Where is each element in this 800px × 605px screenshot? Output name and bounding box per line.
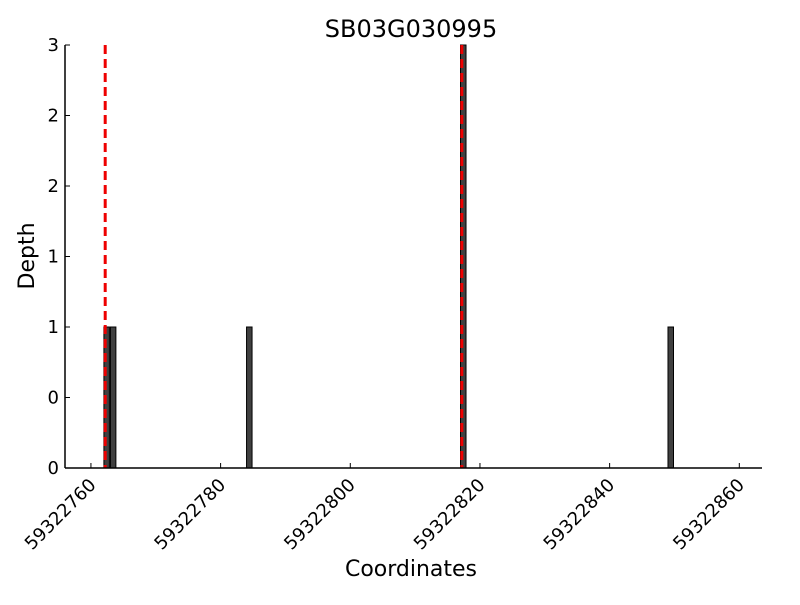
- y-tick-label-4: 2: [48, 176, 59, 197]
- x-tick-label-2: 59322800: [280, 475, 360, 555]
- bar-1: [109, 326, 117, 469]
- bar-2: [246, 326, 253, 469]
- reference-lines-layer: [103, 45, 464, 468]
- x-axis-label: Coordinates: [345, 557, 477, 582]
- y-tick-label-1: 0: [48, 388, 59, 409]
- axes-layer: 0 0 1 1 2 2 3 59322760 59322780 59322800 59322820 5…: [21, 35, 762, 554]
- y-axis-label: Depth: [15, 222, 40, 289]
- x-tick-label-5: 59322860: [669, 475, 749, 555]
- bars-layer: [103, 44, 674, 469]
- y-tick-label-2: 1: [48, 317, 59, 338]
- x-tick-label-0: 59322760: [21, 475, 101, 555]
- x-tick-label-4: 59322840: [540, 475, 620, 555]
- bar-4: [667, 326, 674, 469]
- chart-title: SB03G030995: [325, 15, 497, 43]
- y-tick-label-3: 1: [48, 247, 59, 268]
- y-tick-label-6: 3: [48, 35, 59, 56]
- x-tick-label-1: 59322780: [151, 475, 231, 555]
- y-tick-label-0: 0: [48, 458, 59, 479]
- x-tick-label-3: 59322820: [410, 475, 490, 555]
- y-tick-label-5: 2: [48, 106, 59, 127]
